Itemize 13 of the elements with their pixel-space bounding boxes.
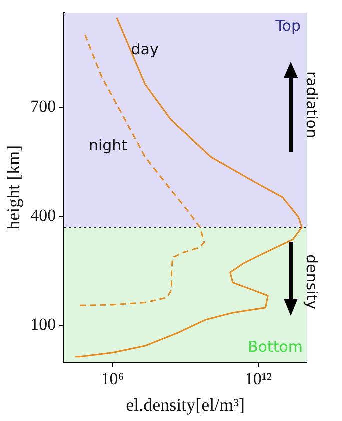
x-axis-title: el.density[el/m³] xyxy=(126,394,245,415)
x-tick-label: 10¹² xyxy=(244,370,272,389)
y-axis-title: height [km] xyxy=(4,145,24,230)
x-tick-label: 10⁶ xyxy=(101,370,124,389)
annotation: density xyxy=(303,254,322,310)
y-tick-label: 100 xyxy=(30,315,56,334)
y-tick-label: 400 xyxy=(30,206,56,226)
y-tick-label: 700 xyxy=(30,97,56,116)
annotation: Bottom xyxy=(248,338,303,356)
annotation: radiation xyxy=(303,72,322,138)
series-label: day xyxy=(131,40,159,58)
series-label: night xyxy=(88,136,128,155)
annotation: Top xyxy=(274,17,301,36)
